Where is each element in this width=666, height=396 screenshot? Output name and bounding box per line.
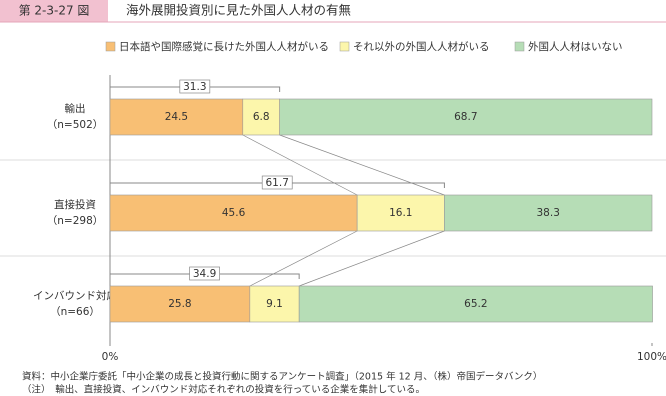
value-label: 68.7 xyxy=(454,111,477,123)
subtotal-label: 61.7 xyxy=(266,177,289,189)
chart-title: 海外展開投資別に見た外国人人材の有無 xyxy=(126,3,351,18)
value-label: 6.8 xyxy=(253,111,270,123)
value-label: 16.1 xyxy=(389,207,412,219)
connector xyxy=(242,134,358,196)
legend-label: それ以外の外国人人材がいる xyxy=(353,40,490,53)
legend-label: 外国人人材はいない xyxy=(528,40,623,53)
bar-segment xyxy=(242,98,280,136)
category-note: （n=66） xyxy=(50,306,100,318)
value-label: 9.1 xyxy=(266,298,283,310)
bar-segment xyxy=(279,98,653,136)
figure-number: 第 2-3-27 図 xyxy=(19,4,90,18)
connector xyxy=(299,230,445,287)
subtotal-label: 34.9 xyxy=(193,268,216,280)
subtotal-box xyxy=(189,266,220,281)
legend-swatch xyxy=(339,41,350,52)
connector xyxy=(279,134,445,196)
subtotal-label: 31.3 xyxy=(183,81,206,93)
figure-badge xyxy=(0,0,108,22)
value-label: 24.5 xyxy=(165,111,188,123)
connector xyxy=(249,230,358,287)
legend-label: 日本語や国際感覚に長けた外国人人材がいる xyxy=(119,40,329,53)
x-tick-label: 100% xyxy=(637,351,666,363)
legend-swatch xyxy=(105,41,116,52)
bar-segment xyxy=(444,194,653,232)
value-label: 25.8 xyxy=(168,298,191,310)
category-label: 輸出 xyxy=(65,102,86,115)
footnote: （注） 輸出、直接投資、インバウンド対応それぞれの投資を行っている企業を集計して… xyxy=(22,384,425,396)
bar-segment xyxy=(109,194,358,232)
value-label: 45.6 xyxy=(222,207,246,219)
bar-segment xyxy=(356,194,445,232)
category-label: インバウンド対応 xyxy=(33,289,117,302)
category-note: （n=502） xyxy=(47,119,104,131)
x-tick-label: 0% xyxy=(102,351,119,363)
value-label: 65.2 xyxy=(464,298,487,310)
value-label: 38.3 xyxy=(537,207,560,219)
category-note: （n=298） xyxy=(47,215,104,227)
subtotal-box xyxy=(261,175,293,190)
bar-segment xyxy=(109,285,251,323)
category-label: 直接投資 xyxy=(54,198,96,211)
legend-swatch xyxy=(514,41,525,52)
source-note: 資料：中小企業庁委託「中小企業の成長と投資行動に関するアンケート調査」（2015… xyxy=(22,371,542,383)
bar-segment xyxy=(298,285,653,323)
subtotal-box xyxy=(179,79,211,94)
